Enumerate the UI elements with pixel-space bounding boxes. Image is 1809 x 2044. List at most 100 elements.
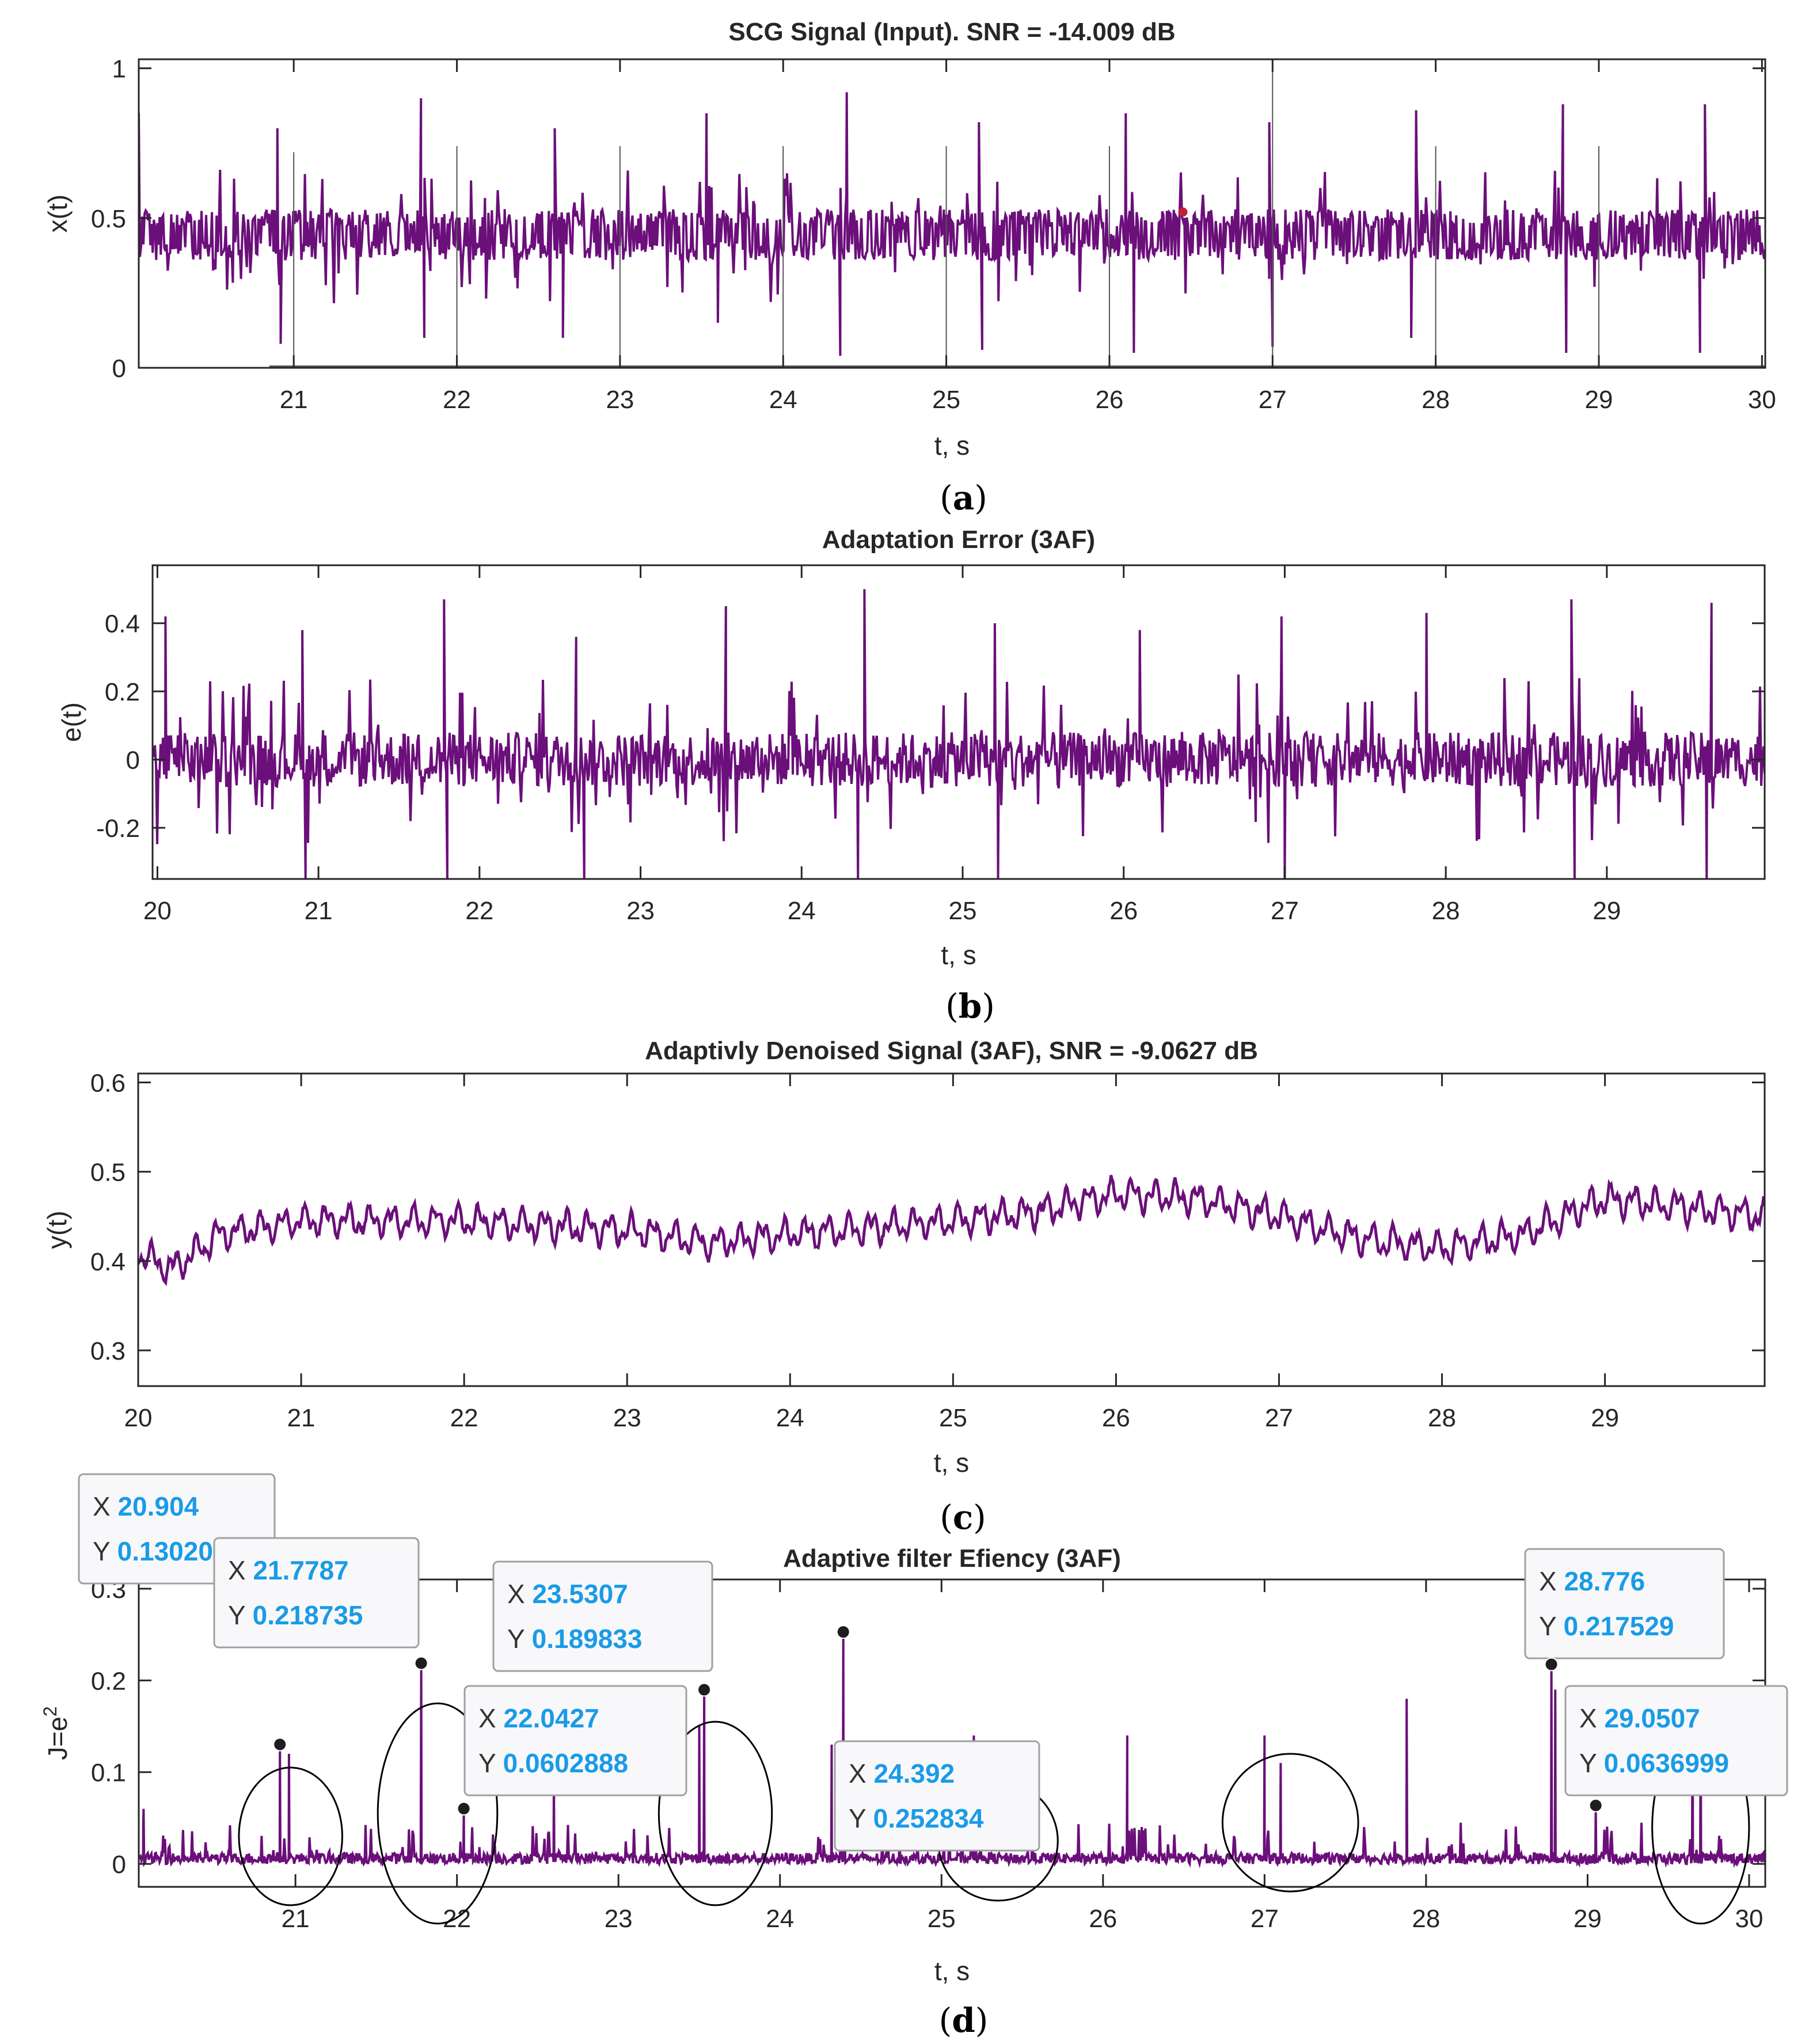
- highlight-ellipse: [377, 1702, 499, 1925]
- panel-caption: (c): [940, 1498, 986, 1537]
- plot-area: [138, 1175, 1765, 1286]
- x-tick-label: 21: [282, 1905, 310, 1933]
- y-tick-label: 0.2: [91, 1667, 126, 1695]
- datatip-point: [1588, 1798, 1603, 1813]
- y-tick-label: 0: [112, 1851, 126, 1879]
- datatip-box: [213, 1537, 420, 1649]
- chart-title: Adaptation Error (3AF): [822, 526, 1095, 554]
- y-axis-label: e(t): [56, 702, 86, 742]
- x-tick-label: 27: [1265, 1404, 1293, 1432]
- y-axis-label: J=e2: [40, 1706, 73, 1760]
- datatip-x-row: X 22.0427: [478, 1703, 599, 1733]
- datatip-x-row: X 23.5307: [507, 1579, 628, 1609]
- datatip-y-label: Y: [1579, 1748, 1604, 1778]
- datatip-y-label: Y: [93, 1536, 117, 1566]
- datatip-point: [414, 1656, 428, 1670]
- datatip-x-value: 24.392: [873, 1758, 955, 1788]
- datatip-x-value: 20.904: [117, 1491, 199, 1521]
- datatip-x-label: X: [1539, 1566, 1564, 1596]
- highlight-ellipse: [238, 1767, 343, 1906]
- caption-letter: d: [952, 2001, 975, 2040]
- signal-line: [138, 1175, 1765, 1286]
- signal-line: [139, 1632, 1765, 1868]
- caption-close: ): [974, 478, 987, 517]
- y-tick-label: 0.2: [105, 678, 140, 706]
- x-tick-label: 20: [143, 897, 172, 925]
- panel-caption: (b): [945, 987, 995, 1026]
- highlight-ellipse: [1221, 1753, 1359, 1893]
- x-tick-label: 23: [613, 1404, 641, 1432]
- chart-title: Adaptive filter Efiency (3AF): [783, 1544, 1121, 1573]
- x-tick-label: 27: [1271, 897, 1299, 925]
- x-tick-label: 29: [1574, 1905, 1602, 1933]
- datatip-y-label: Y: [228, 1600, 253, 1630]
- plot-area: [139, 1632, 1765, 1868]
- datatip-point: [273, 1737, 287, 1752]
- x-tick-label: 29: [1585, 386, 1613, 414]
- signal-line: [139, 92, 1765, 356]
- y-tick-label: 0.6: [90, 1069, 126, 1098]
- x-tick-label: 25: [932, 386, 960, 414]
- x-tick-label: 26: [1089, 1905, 1117, 1933]
- caption-letter: b: [959, 987, 982, 1026]
- datatip-point: [457, 1802, 471, 1816]
- datatip-point: [836, 1625, 850, 1639]
- datatip-y-row: Y 0.0602888: [478, 1748, 628, 1778]
- datatip-x-row: X 29.0507: [1579, 1703, 1700, 1733]
- caption-letter: c: [953, 1498, 973, 1537]
- x-tick-label: 26: [1109, 897, 1138, 925]
- x-axis-label: t, s: [941, 940, 976, 970]
- x-tick-label: 23: [605, 1905, 633, 1933]
- datatip-box: [463, 1685, 687, 1796]
- datatip-x-value: 29.0507: [1604, 1703, 1700, 1733]
- datatip-y-row: Y 0.252834: [849, 1803, 984, 1833]
- y-axis-label-main: J=e: [43, 1716, 73, 1760]
- chart-b: Adaptation Error (3AF) 20 21 22 23 24 25 26 27 28…: [56, 526, 1766, 1026]
- x-tick-label: 29: [1591, 1404, 1619, 1432]
- x-tick-label: 20: [124, 1404, 153, 1432]
- datatip-x-label: X: [93, 1491, 117, 1521]
- x-tick-label: 25: [939, 1404, 967, 1432]
- x-tick-label: 21: [280, 386, 308, 414]
- x-tick-label: 25: [928, 1905, 956, 1933]
- datatip-y-label: Y: [478, 1748, 503, 1778]
- chart-c: Adaptivly Denoised Signal (3AF), SNR = -…: [42, 1037, 1766, 1537]
- plot-area: [139, 92, 1765, 356]
- chart-title: Adaptivly Denoised Signal (3AF), SNR = -…: [645, 1037, 1258, 1065]
- caption-close: ): [982, 987, 995, 1026]
- y-tick-label: -0.2: [96, 814, 140, 843]
- datatip: X 24.392 Y 0.252834: [834, 1625, 1040, 1852]
- y-axis-label: y(t): [42, 1211, 72, 1249]
- x-tick-label: 30: [1748, 386, 1776, 414]
- y-tick-label: 0.1: [91, 1759, 126, 1787]
- caption-close: ): [973, 1498, 986, 1537]
- datatip-y-value: 0.130206: [117, 1536, 228, 1566]
- chart-title: SCG Signal (Input). SNR = -14.009 dB: [728, 18, 1175, 46]
- datatip-x-value: 28.776: [1564, 1566, 1645, 1596]
- caption-open: (: [940, 478, 953, 517]
- datatip-x-label: X: [849, 1758, 873, 1788]
- x-tick-label: 28: [1412, 1905, 1440, 1933]
- plot-area: [153, 589, 1765, 879]
- panel-caption: (d): [939, 2001, 989, 2040]
- highlight-ellipse: [658, 1721, 773, 1906]
- datatip-y-value: 0.252834: [873, 1803, 984, 1833]
- y-tick-label: 0: [112, 355, 126, 383]
- datatip-x-value: 21.7787: [253, 1555, 348, 1585]
- caption-close: ): [975, 2001, 989, 2040]
- x-tick-label: 27: [1251, 1905, 1279, 1933]
- caption-open: (: [945, 987, 959, 1026]
- datatip-y-row: Y 0.217529: [1539, 1611, 1674, 1641]
- datatip: X 29.0507 Y 0.0636999: [1564, 1685, 1788, 1813]
- datatip-y-value: 0.217529: [1564, 1611, 1674, 1641]
- y-tick-label: 0: [126, 747, 140, 775]
- datatip-y-row: Y 0.0636999: [1579, 1748, 1729, 1778]
- x-tick-label: 22: [450, 1404, 478, 1432]
- datatip-x-row: X 24.392: [849, 1758, 955, 1788]
- x-tick-label: 26: [1102, 1404, 1130, 1432]
- datatip-point: [1544, 1657, 1559, 1672]
- x-tick-label: 21: [305, 897, 333, 925]
- x-tick-label: 28: [1432, 897, 1460, 925]
